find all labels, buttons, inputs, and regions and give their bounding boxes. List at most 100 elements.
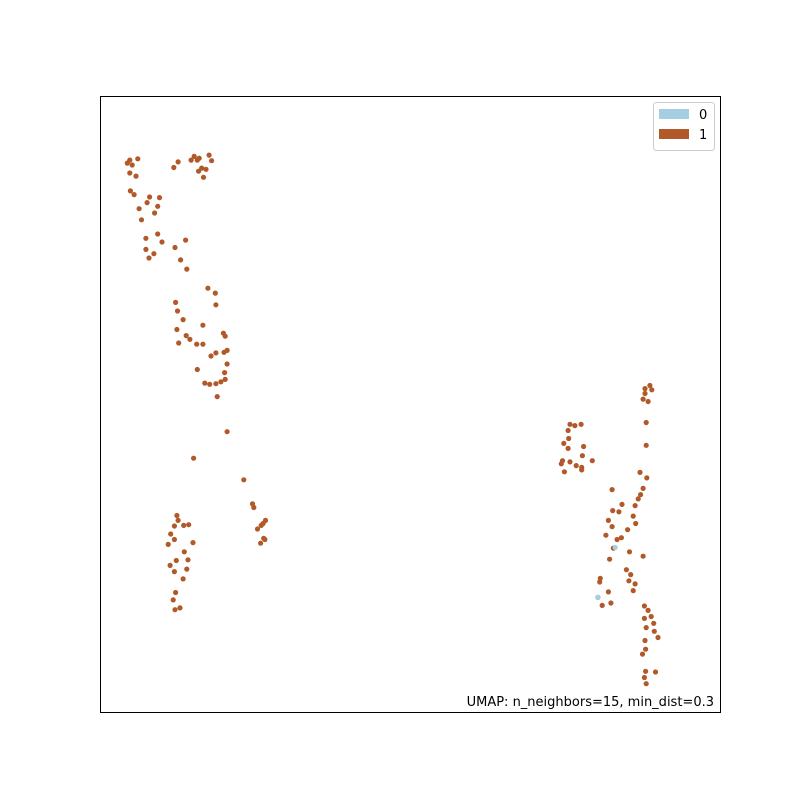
point-series-1-86 [181,549,187,555]
point-series-1-102 [645,398,651,405]
point-series-1-97 [647,382,653,389]
point-series-1-9 [171,164,177,171]
point-series-1-0 [191,153,197,159]
points-layer [124,152,661,687]
point-series-1-89 [185,557,191,563]
point-series-1-158 [641,615,648,622]
point-series-1-74 [186,522,192,528]
point-series-1-151 [605,589,612,595]
point-series-1-138 [614,536,620,543]
point-series-1-26 [138,217,145,223]
point-series-1-93 [173,589,179,596]
point-series-1-77 [260,520,266,527]
point-series-1-144 [623,567,630,573]
point-series-1-63 [202,380,208,386]
point-series-1-169 [643,681,649,687]
point-series-1-71 [251,504,257,511]
legend: 0 1 [653,102,715,151]
point-series-1-24 [136,206,142,212]
point-series-1-143 [607,556,613,562]
point-series-1-131 [616,509,622,515]
point-series-1-88 [167,562,173,569]
point-series-1-128 [619,501,625,507]
legend-swatch-0 [659,109,689,119]
point-series-1-80 [254,526,261,532]
point-series-1-38 [212,290,218,296]
point-series-1-98 [642,386,648,392]
point-series-1-83 [258,540,264,546]
point-series-1-137 [625,527,631,533]
point-series-1-25 [152,210,158,216]
point-series-1-85 [190,540,196,546]
point-series-1-84 [165,541,171,548]
point-series-1-15 [127,170,133,176]
point-series-1-57 [224,361,230,367]
point-series-1-33 [151,251,157,257]
point-series-1-17 [200,174,207,180]
point-series-1-65 [224,429,230,435]
point-series-1-124 [609,487,615,493]
point-series-1-56 [194,366,200,373]
point-series-1-99 [649,387,655,393]
point-series-1-82 [262,536,268,543]
point-series-1-130 [610,508,616,514]
point-series-1-103 [567,421,573,427]
point-series-0-1 [595,594,601,601]
point-series-1-50 [194,341,200,347]
point-series-1-167 [652,669,659,675]
point-series-1-125 [640,485,646,491]
point-series-1-44 [174,326,180,333]
point-series-1-79 [171,536,177,543]
point-series-1-61 [213,381,219,387]
point-series-1-55 [208,353,214,359]
point-series-1-121 [643,442,649,448]
point-series-1-101 [640,396,646,402]
point-series-1-14 [209,158,215,164]
point-series-1-127 [638,492,644,498]
point-series-1-108 [561,440,567,446]
point-series-1-19 [131,192,137,198]
point-series-1-41 [213,302,219,308]
point-series-1-100 [642,390,648,397]
point-series-1-159 [651,620,657,626]
point-series-1-7 [129,162,135,168]
point-series-1-149 [632,581,638,587]
point-series-1-139 [603,532,609,538]
point-series-1-2 [196,155,202,161]
legend-label-1: 1 [699,128,707,143]
point-series-1-35 [178,257,184,263]
point-series-1-40 [174,308,181,314]
point-series-1-22 [144,200,150,206]
point-series-1-13 [206,152,212,158]
point-series-1-39 [173,299,179,305]
point-series-1-147 [628,572,634,578]
point-series-1-166 [643,668,649,674]
point-series-1-64 [214,394,220,400]
point-series-1-49 [176,340,182,346]
point-series-1-68 [174,512,180,519]
legend-swatch-1 [659,129,689,139]
point-series-1-53 [213,350,219,356]
point-series-1-91 [171,569,177,575]
point-series-1-150 [630,588,636,594]
point-series-1-157 [648,613,654,620]
point-series-1-36 [184,266,190,272]
point-series-1-73 [181,522,187,529]
point-series-1-133 [630,513,636,519]
point-series-1-32 [143,246,149,252]
legend-label-0: 0 [699,108,707,123]
point-series-1-78 [168,531,174,537]
point-series-0-0 [612,544,618,551]
point-series-1-72 [171,523,177,529]
point-series-1-51 [200,341,206,347]
point-series-1-142 [640,553,646,559]
point-series-1-146 [597,579,603,585]
point-series-1-23 [155,203,161,209]
point-series-1-37 [205,285,211,291]
point-series-1-134 [633,520,639,527]
point-series-1-140 [626,549,633,555]
point-series-1-20 [147,194,153,200]
point-series-1-31 [172,244,178,251]
point-series-1-104 [572,423,578,429]
